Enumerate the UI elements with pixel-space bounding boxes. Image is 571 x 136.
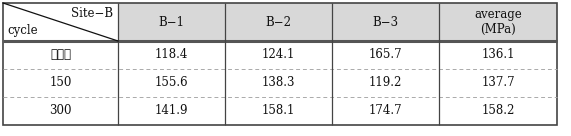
Bar (439, 3, 557, 41)
Text: 124.1: 124.1 (262, 49, 295, 61)
Bar (332, 3, 439, 41)
Text: B−2: B−2 (266, 16, 292, 29)
Text: 141.9: 141.9 (155, 104, 188, 118)
Bar (439, 41, 557, 69)
Text: Site−B: Site−B (71, 7, 113, 20)
Text: 158.1: 158.1 (262, 104, 295, 118)
Bar (332, 69, 439, 97)
Bar (3, 3, 557, 125)
Bar (332, 97, 439, 125)
Bar (118, 41, 225, 69)
Text: 174.7: 174.7 (369, 104, 403, 118)
Bar (118, 97, 225, 125)
Bar (118, 3, 225, 41)
Bar (225, 3, 332, 41)
Text: average
(MPa): average (MPa) (474, 8, 522, 36)
Text: B−3: B−3 (372, 16, 399, 29)
Bar (3, 3, 118, 41)
Text: 137.7: 137.7 (481, 76, 515, 89)
Text: 119.2: 119.2 (369, 76, 402, 89)
Text: B−1: B−1 (159, 16, 184, 29)
Bar (3, 69, 118, 97)
Text: 165.7: 165.7 (369, 49, 403, 61)
Text: 158.2: 158.2 (481, 104, 514, 118)
Text: 136.1: 136.1 (481, 49, 514, 61)
Text: 155.6: 155.6 (155, 76, 188, 89)
Bar (439, 97, 557, 125)
Bar (118, 69, 225, 97)
Text: 150: 150 (49, 76, 72, 89)
Text: 300: 300 (49, 104, 72, 118)
Text: cycle: cycle (7, 24, 38, 37)
Bar (439, 69, 557, 97)
Bar (332, 41, 439, 69)
Bar (225, 69, 332, 97)
Text: 138.3: 138.3 (262, 76, 295, 89)
Bar (225, 97, 332, 125)
Bar (3, 97, 118, 125)
Text: 초기값: 초기값 (50, 49, 71, 61)
Bar (225, 41, 332, 69)
Text: 118.4: 118.4 (155, 49, 188, 61)
Bar (3, 41, 118, 69)
